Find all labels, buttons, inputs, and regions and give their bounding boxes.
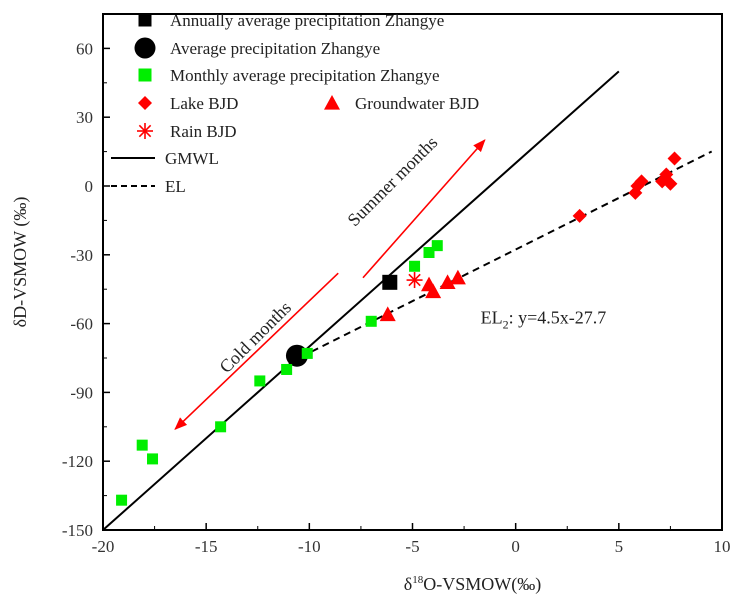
gmwl-line: [102, 70, 620, 531]
plot-border: [102, 13, 723, 531]
x-tick-label: -10: [298, 537, 321, 556]
data-point: [301, 347, 313, 359]
legend-label: Monthly average precipitation Zhangye: [170, 66, 440, 85]
asterisk-stroke: [138, 124, 152, 138]
legend-marker: [134, 37, 156, 59]
legend-item: Groundwater BJD: [324, 94, 479, 113]
legend-item: Lake BJD: [138, 94, 238, 113]
asterisk-stroke: [408, 273, 421, 287]
legend-marker: [137, 123, 153, 139]
plot-area: [102, 13, 723, 531]
legend-item: Rain BJD: [137, 122, 237, 141]
y-tick-label: 30: [76, 108, 93, 127]
data-point: [572, 208, 587, 223]
data-point: [379, 306, 396, 322]
trend-arrows: [174, 139, 486, 430]
axes: -20 -15 -10 -5 0 5 10 -150 -120 -90 -60 -30 0 30 60 δ18…: [10, 13, 731, 595]
legend-marker: [324, 95, 340, 110]
y-tick-label: -150: [62, 521, 93, 540]
data-points: [116, 151, 682, 506]
legend-label: Annually average precipitation Zhangye: [170, 11, 444, 30]
x-tick-label: -20: [92, 537, 115, 556]
data-point: [634, 174, 649, 189]
el2-sub: 2: [503, 318, 509, 332]
y-axis-title: δD-VSMOW (‰): [10, 197, 31, 328]
legend-label: Lake BJD: [170, 94, 238, 113]
data-point: [425, 283, 442, 299]
y-tick-label: -60: [70, 315, 93, 334]
x-axis-title-sup: 18: [412, 574, 424, 586]
data-point: [365, 315, 377, 327]
legend-marker: [138, 96, 152, 110]
y-tick-label: 60: [76, 39, 93, 58]
el2-prefix: EL: [481, 308, 503, 328]
y-tick-label: -90: [70, 383, 93, 402]
data-point: [431, 240, 443, 252]
y-tick-label: -120: [62, 452, 93, 471]
series-rain-bjd: [406, 272, 423, 289]
x-axis-title-main: δ: [404, 574, 412, 594]
cold-months-arrow: [174, 272, 339, 430]
x-tick-label: 10: [714, 537, 731, 556]
legend-label: GMWL: [165, 149, 219, 168]
data-point: [382, 274, 398, 290]
y-tick-label: -30: [70, 246, 93, 265]
data-point: [409, 260, 421, 272]
data-point: [449, 269, 466, 285]
legend-item: Average precipitation Zhangye: [134, 37, 380, 59]
y-tick-label: 0: [85, 177, 94, 196]
legend-item: GMWL: [111, 149, 219, 168]
series-monthly-average-precipitation-zhangye: [116, 240, 443, 506]
x-tick-label: 5: [615, 537, 624, 556]
legend-label: EL: [165, 177, 186, 196]
data-point: [136, 439, 148, 451]
legend-label: Groundwater BJD: [355, 94, 479, 113]
series-annually-average-precipitation-zhangye: [382, 274, 398, 290]
legend-label: Average precipitation Zhangye: [170, 39, 380, 58]
data-point: [116, 494, 128, 506]
series-groundwater-bjd: [379, 269, 466, 322]
data-point: [663, 176, 678, 191]
el2-eq: : y=4.5x-27.7: [509, 308, 607, 328]
data-point: [667, 151, 682, 166]
series-lake-bjd: [572, 151, 682, 223]
x-tick-label: -15: [195, 537, 218, 556]
data-point: [281, 363, 293, 375]
legend-marker: [138, 68, 152, 82]
x-tick-label: -5: [405, 537, 419, 556]
legend-label: Rain BJD: [170, 122, 237, 141]
el2-equation: EL2: y=4.5x-27.7: [481, 308, 607, 332]
x-axis-title-rest: O-VSMOW(‰): [423, 574, 541, 595]
legend: Annually average precipitation Zhangye Av…: [111, 11, 479, 196]
summer-months-label: Summer months: [343, 132, 441, 230]
data-point: [423, 247, 435, 259]
data-point: [215, 421, 227, 433]
data-point: [406, 272, 423, 289]
legend-item: EL: [111, 177, 186, 196]
data-point: [439, 274, 456, 289]
summer-months-arrow: [362, 139, 486, 279]
legend-marker: [138, 13, 152, 27]
legend-item: Monthly average precipitation Zhangye: [138, 66, 440, 85]
legend-item: Annually average precipitation Zhangye: [138, 11, 444, 30]
x-axis-title: δ18O-VSMOW(‰): [404, 574, 541, 595]
data-point: [254, 375, 266, 387]
data-point: [147, 453, 159, 465]
x-tick-label: 0: [511, 537, 520, 556]
